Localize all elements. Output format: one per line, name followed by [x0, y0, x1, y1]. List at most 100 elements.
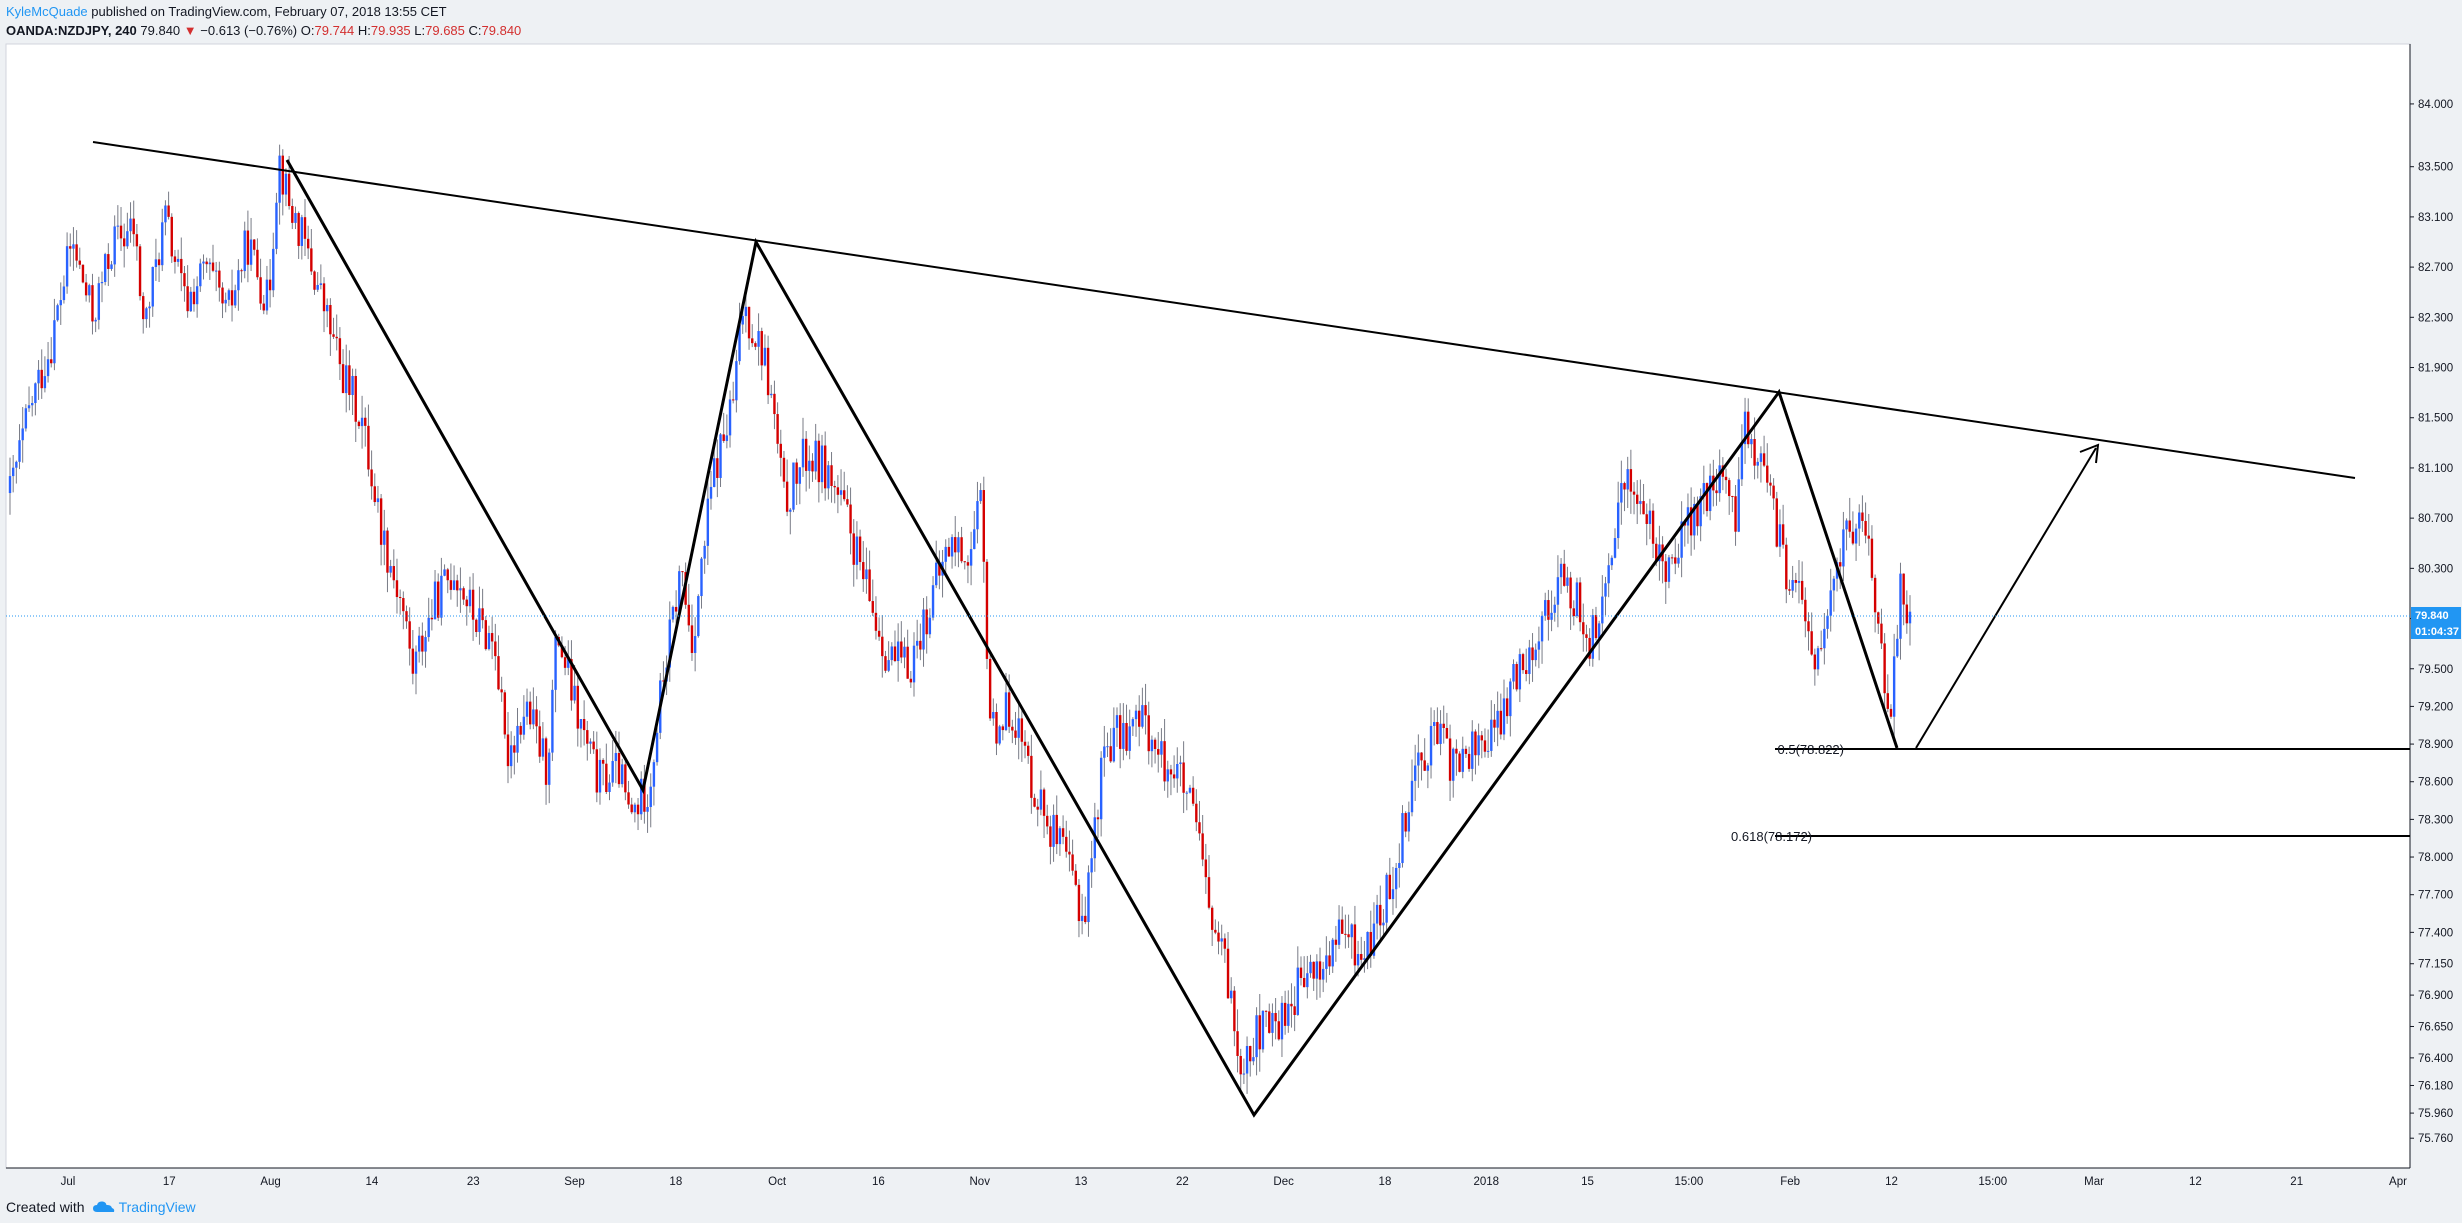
candle — [1832, 575, 1836, 612]
time-axis[interactable]: Jul 17 Aug 14 23 Sep 18 Oct 16 Nov 13 22 Dec 18 2018 15… — [61, 1176, 2407, 1188]
candle — [1242, 1058, 1246, 1085]
candle — [180, 237, 183, 292]
candle — [1785, 537, 1788, 604]
candle — [681, 571, 684, 587]
candle — [1236, 1009, 1239, 1073]
candle — [199, 258, 202, 292]
candle — [176, 249, 180, 267]
candle — [1762, 435, 1766, 468]
high-label: H: — [357, 23, 371, 38]
candle — [1578, 577, 1582, 632]
candle — [1328, 941, 1331, 975]
descending-trendline[interactable] — [92, 141, 2356, 479]
time-tick-label: Nov — [970, 1176, 991, 1188]
candle — [674, 590, 678, 624]
candle — [345, 344, 348, 413]
candle — [205, 257, 208, 273]
candle — [1112, 707, 1116, 763]
candle — [189, 286, 193, 312]
candle — [1816, 645, 1820, 676]
candle — [1134, 704, 1138, 737]
candle — [94, 317, 97, 333]
candle — [1845, 518, 1848, 551]
candle — [224, 292, 227, 313]
time-tick-label: 15:00 — [1674, 1176, 1703, 1188]
projection-arrow[interactable] — [1915, 447, 2097, 749]
candle — [519, 722, 522, 744]
candle — [1467, 746, 1471, 772]
candle — [1759, 446, 1763, 483]
candle — [1296, 946, 1300, 1016]
symbol-label[interactable]: OANDA:NZDJPY, 240 — [6, 23, 137, 38]
candle — [576, 674, 579, 747]
candle — [142, 292, 145, 334]
candle — [319, 264, 323, 290]
candle — [1049, 815, 1052, 865]
candle — [351, 368, 354, 416]
tradingview-logo[interactable]: TradingView — [92, 1199, 196, 1215]
candle — [1331, 937, 1334, 973]
candle — [1436, 707, 1439, 745]
candle — [1283, 990, 1287, 1035]
candle — [138, 244, 142, 301]
candle — [903, 637, 906, 669]
candle — [440, 557, 443, 626]
candle — [392, 549, 396, 589]
candle — [706, 476, 710, 566]
harmonic-zigzag[interactable] — [285, 159, 1899, 1118]
price-tick-label: 81.900 — [2418, 363, 2453, 375]
candle — [1337, 905, 1341, 950]
candle — [186, 265, 189, 318]
candle — [833, 480, 836, 504]
candle — [1030, 734, 1033, 814]
candle — [1099, 751, 1103, 837]
candle — [1445, 712, 1449, 739]
candle — [126, 212, 129, 249]
candle — [1287, 990, 1290, 1033]
candle — [411, 630, 415, 685]
candle — [113, 215, 116, 277]
candle — [243, 221, 246, 279]
candle — [1826, 609, 1829, 639]
candle — [1302, 956, 1306, 988]
close-value: 79.840 — [481, 23, 522, 38]
time-tick-label: Aug — [260, 1176, 280, 1188]
plot-area[interactable] — [5, 43, 2411, 1169]
candle — [294, 206, 297, 230]
price-tags: 79.840 01:04:37 — [6, 607, 2461, 639]
close-label: C: — [468, 23, 482, 38]
candle — [1201, 814, 1204, 867]
candle — [1464, 745, 1468, 758]
candle — [1670, 554, 1674, 565]
open-value: 79.744 — [314, 23, 355, 38]
candle — [1873, 574, 1877, 633]
candle — [1369, 910, 1372, 968]
candle — [1620, 460, 1623, 525]
candle — [1264, 1010, 1268, 1027]
candle — [1648, 498, 1652, 540]
candle — [1870, 525, 1874, 581]
candle — [275, 192, 278, 255]
candle — [1902, 573, 1905, 626]
candle — [1363, 940, 1366, 973]
candle — [1198, 801, 1201, 841]
author-link[interactable]: KyleMcQuade — [6, 4, 88, 19]
candle — [1096, 809, 1100, 838]
candle — [1747, 398, 1750, 449]
candle — [1033, 793, 1036, 808]
candle — [1144, 683, 1147, 735]
candle — [1233, 986, 1236, 1047]
candle — [963, 561, 966, 570]
candle — [1848, 497, 1851, 538]
open-label: O: — [300, 23, 315, 38]
candle — [446, 567, 449, 594]
candle — [589, 738, 592, 754]
candle — [1353, 905, 1357, 977]
candle — [973, 511, 976, 550]
chart-canvas[interactable]: 0.5(78.822) 0.618(78.172) 84.000 83.500 83.… — [0, 0, 2462, 1190]
candle — [468, 576, 472, 613]
candle — [1490, 700, 1493, 757]
candle — [1023, 730, 1027, 759]
candle — [754, 341, 757, 351]
candle — [636, 798, 640, 831]
